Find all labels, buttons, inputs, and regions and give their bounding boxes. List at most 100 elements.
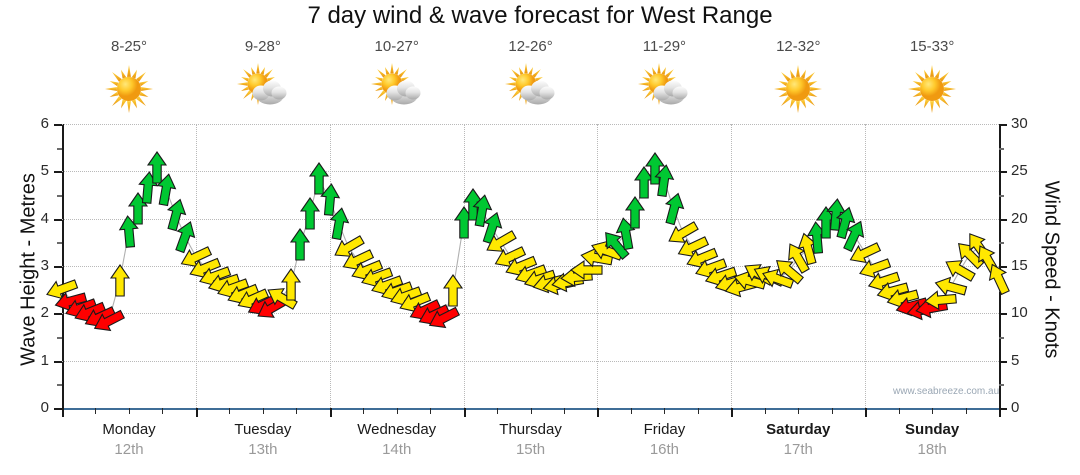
- sun-icon: [865, 60, 999, 118]
- x-axis-tick: [296, 408, 298, 414]
- x-axis-tick: [697, 408, 699, 414]
- x-axis-tick: [563, 408, 565, 414]
- day-date: 15th: [515, 441, 546, 458]
- day-header-thursday: 12-26°: [464, 38, 598, 124]
- left-axis-label: 2: [40, 304, 49, 322]
- day-temperature-range: 12-26°: [508, 38, 553, 55]
- x-axis-tick: [128, 408, 130, 414]
- day-name: Sunday: [905, 421, 960, 438]
- x-axis-tick: [597, 408, 600, 417]
- left-axis-tick: [54, 218, 62, 221]
- day-header-friday: 11-29°: [597, 38, 731, 124]
- left-axis-tick: [57, 147, 62, 150]
- x-axis-tick: [229, 408, 231, 414]
- left-axis-tick: [57, 337, 62, 339]
- gridline-vertical: [463, 124, 465, 408]
- day-header-sunday: 15-33°: [865, 38, 999, 124]
- x-axis-tick: [262, 408, 264, 414]
- x-axis-tick: [664, 408, 666, 414]
- day-label-monday: Monday 12th: [62, 420, 196, 460]
- x-axis-tick: [932, 408, 934, 414]
- day-temperature-range: 11-29°: [642, 38, 687, 55]
- day-temperature-range: 9-28°: [244, 38, 281, 55]
- right-axis-label: 5: [1011, 351, 1020, 369]
- sun-cloud-icon: [330, 60, 464, 118]
- left-axis-tick: [54, 266, 62, 268]
- left-axis-label: 5: [40, 162, 49, 180]
- left-axis-label: 6: [40, 115, 49, 132]
- right-axis-tick: [999, 242, 1004, 245]
- watermark: www.seabreeze.com.au: [893, 386, 1000, 397]
- right-axis-tick: [999, 384, 1004, 387]
- x-axis-tick: [430, 408, 432, 414]
- day-date: 17th: [783, 441, 813, 458]
- right-axis-label: 0: [1011, 399, 1020, 416]
- right-axis-tick: [999, 337, 1004, 339]
- x-axis-tick: [898, 408, 900, 414]
- day-label-thursday: Thursday 15th: [464, 420, 598, 460]
- left-axis-label: 1: [40, 351, 49, 369]
- x-axis-tick: [497, 408, 499, 414]
- day-label-sunday: Sunday 18th: [865, 420, 999, 460]
- sun-cloud-icon: [597, 60, 731, 118]
- day-name: Wednesday: [357, 421, 437, 438]
- gridline-horizontal: [62, 171, 999, 173]
- day-name: Saturday: [766, 421, 831, 438]
- left-axis-tick: [54, 171, 62, 174]
- x-axis-tick: [396, 408, 398, 414]
- x-axis-tick: [530, 408, 532, 414]
- day-date: 12th: [114, 441, 144, 458]
- gridline-horizontal: [62, 218, 999, 220]
- x-axis-tick: [965, 408, 967, 414]
- x-axis-tick: [999, 408, 1001, 417]
- right-axis-label: 30: [1011, 115, 1028, 132]
- day-name: Monday: [102, 421, 156, 438]
- left-axis-tick: [54, 313, 62, 316]
- right-axis-label: 10: [1011, 304, 1028, 322]
- left-axis-tick: [57, 242, 62, 245]
- right-axis-tick: [999, 218, 1007, 221]
- day-temperature-range: 12-32°: [776, 38, 821, 55]
- sun-cloud-icon: [464, 60, 598, 118]
- gridline-horizontal: [62, 313, 999, 315]
- right-axis-tick: [999, 408, 1007, 410]
- day-label-saturday: Saturday 17th: [731, 420, 865, 460]
- day-label-wednesday: Wednesday 14th: [330, 420, 464, 460]
- left-axis-label: 0: [40, 399, 49, 416]
- left-axis-tick: [57, 195, 62, 197]
- right-axis-tick: [999, 195, 1004, 197]
- right-axis-title: Wind Speed - Knots: [1040, 180, 1063, 359]
- x-axis-tick: [764, 408, 766, 414]
- right-axis-tick: [999, 147, 1004, 150]
- left-axis-label: 3: [40, 257, 49, 274]
- x-axis-tick: [463, 408, 466, 417]
- sun-icon: [731, 60, 865, 118]
- left-axis-label: 4: [40, 209, 49, 227]
- left-axis-tick: [54, 408, 62, 410]
- right-axis-tick: [999, 171, 1007, 174]
- x-axis-tick: [195, 408, 198, 417]
- day-header-tuesday: 9-28°: [196, 38, 330, 124]
- left-axis-tick: [57, 384, 62, 387]
- sun-icon: [62, 60, 196, 118]
- x-axis-tick: [630, 408, 632, 414]
- day-temperature-range: 15-33°: [909, 38, 955, 55]
- day-name: Tuesday: [234, 421, 292, 438]
- day-temperature-range: 10-27°: [374, 38, 419, 55]
- day-label-friday: Friday 16th: [597, 420, 731, 460]
- day-date: 14th: [382, 441, 412, 458]
- right-axis-tick: [999, 313, 1007, 316]
- x-axis-tick: [162, 408, 164, 414]
- day-header-saturday: 12-32°: [731, 38, 865, 124]
- right-axis-tick: [999, 360, 1007, 363]
- x-axis-tick: [865, 408, 868, 417]
- x-axis-tick: [363, 408, 365, 414]
- day-label-tuesday: Tuesday 13th: [196, 420, 330, 460]
- day-name: Thursday: [499, 421, 562, 438]
- gridline-vertical: [329, 124, 331, 408]
- x-axis-tick: [329, 408, 332, 417]
- right-axis-tick: [999, 124, 1007, 126]
- x-axis-tick: [831, 408, 833, 414]
- right-axis-label: 25: [1011, 162, 1028, 180]
